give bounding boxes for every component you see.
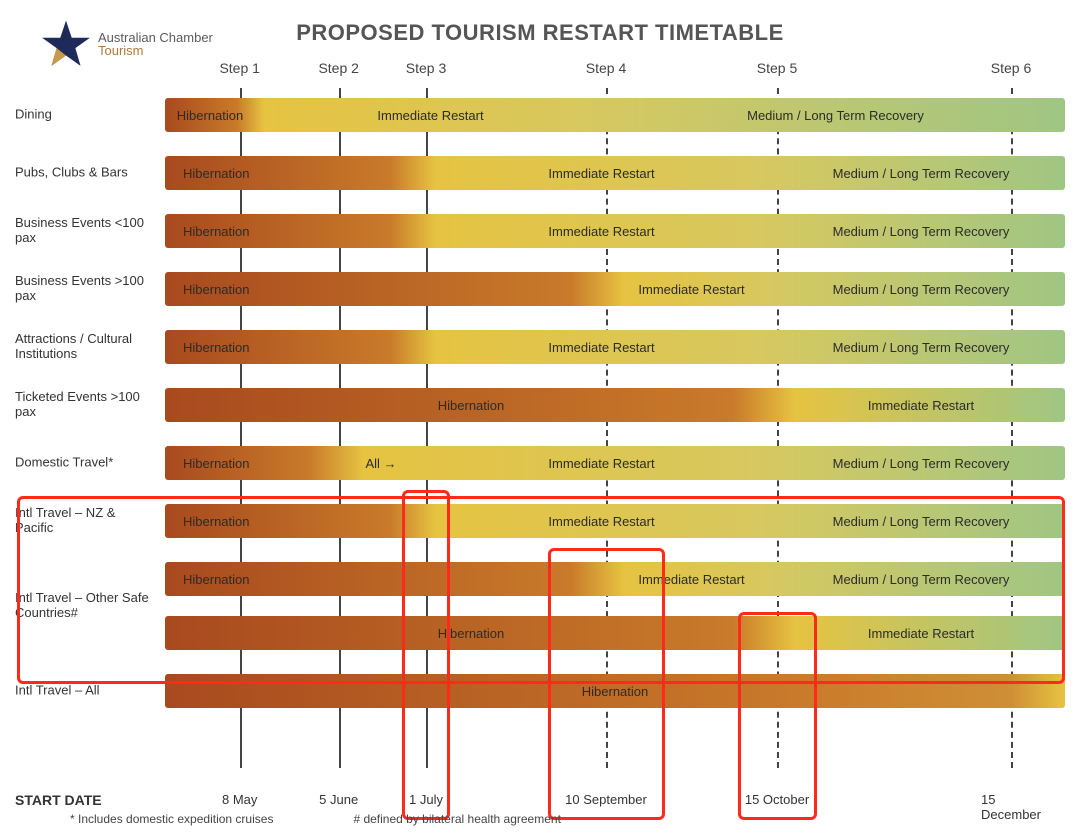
bar-segment-label: Hibernation xyxy=(165,504,426,538)
bar-segment-label: Immediate Restart xyxy=(777,616,1065,650)
row-label: Pubs, Clubs & Bars xyxy=(15,166,155,181)
bar-segment-label: Hibernation xyxy=(165,98,255,132)
bar-segment-label: Hibernation xyxy=(165,616,777,650)
row-label: Business Events >100 pax xyxy=(15,274,155,304)
start-date-heading: START DATE xyxy=(15,792,102,808)
footnotes: * Includes domestic expedition cruises #… xyxy=(70,812,561,826)
row-label: Ticketed Events >100 pax xyxy=(15,390,155,420)
row-label: Business Events <100 pax xyxy=(15,216,155,246)
bar-segment-label: Medium / Long Term Recovery xyxy=(777,156,1065,190)
timeline-bar: HibernationImmediate RestartMedium / Lon… xyxy=(165,330,1065,364)
date-label: 8 May xyxy=(222,792,257,807)
bar-segment-label: Medium / Long Term Recovery xyxy=(777,504,1065,538)
date-label: 1 July xyxy=(409,792,443,807)
bar-segment-label: Hibernation xyxy=(165,388,777,422)
bar-segment-label: Medium / Long Term Recovery xyxy=(777,214,1065,248)
timeline-bar: HibernationImmediate Restart xyxy=(165,388,1065,422)
step-label: Step 5 xyxy=(757,60,797,76)
bar-segment-label: Hibernation xyxy=(165,674,1065,708)
bar-segment-label: Immediate Restart xyxy=(606,272,777,306)
bar-segment-label: Immediate Restart xyxy=(426,156,777,190)
step-label: Step 2 xyxy=(318,60,358,76)
row-label: Intl Travel – Other Safe Countries# xyxy=(15,591,155,621)
step-label: Step 4 xyxy=(586,60,626,76)
bar-segment-label: Hibernation xyxy=(165,214,426,248)
bar-segment-label: Medium / Long Term Recovery xyxy=(606,98,1065,132)
bar-segment-label: Immediate Restart xyxy=(426,214,777,248)
timeline-bar: HibernationAll →Immediate RestartMedium … xyxy=(165,446,1065,480)
timeline-bar: HibernationImmediate RestartMedium / Lon… xyxy=(165,504,1065,538)
timeline-bar: HibernationImmediate RestartMedium / Lon… xyxy=(165,156,1065,190)
row-label: Intl Travel – All xyxy=(15,684,155,699)
date-label: 15 October xyxy=(745,792,809,807)
bar-segment-label: Medium / Long Term Recovery xyxy=(777,330,1065,364)
timeline-bar: HibernationImmediate RestartMedium / Lon… xyxy=(165,214,1065,248)
bar-segment-label: Immediate Restart xyxy=(777,388,1065,422)
bar-segment-label: Hibernation xyxy=(165,562,606,596)
footnote-a: * Includes domestic expedition cruises xyxy=(70,812,273,826)
timeline-bar: HibernationImmediate RestartMedium / Lon… xyxy=(165,562,1065,596)
row-label: Attractions / Cultural Institutions xyxy=(15,332,155,362)
page: Australian Chamber Tourism PROPOSED TOUR… xyxy=(0,0,1080,840)
date-label: 15 December xyxy=(981,792,1041,822)
step-label: Step 3 xyxy=(406,60,446,76)
bar-segment-label: Hibernation xyxy=(165,446,336,480)
bar-segment-label: Immediate Restart xyxy=(255,98,606,132)
bar-segment-label: Immediate Restart xyxy=(426,330,777,364)
row-label: Intl Travel – NZ & Pacific xyxy=(15,506,155,536)
row-label: Dining xyxy=(15,108,155,123)
date-label: 10 September xyxy=(565,792,647,807)
bar-segment-label: Hibernation xyxy=(165,330,426,364)
timeline-bar: HibernationImmediate RestartMedium / Lon… xyxy=(165,98,1065,132)
footnote-b: # defined by bilateral health agreement xyxy=(353,812,560,826)
step-label: Step 6 xyxy=(991,60,1031,76)
bar-segment-label: Immediate Restart xyxy=(426,504,777,538)
logo-line2: Tourism xyxy=(98,44,213,57)
step-label: Step 1 xyxy=(219,60,259,76)
bar-segment-label: Medium / Long Term Recovery xyxy=(777,562,1065,596)
timeline-bar: HibernationImmediate RestartMedium / Lon… xyxy=(165,272,1065,306)
bar-segment-label: Medium / Long Term Recovery xyxy=(777,446,1065,480)
star-icon xyxy=(40,18,92,70)
row-label: Domestic Travel* xyxy=(15,456,155,471)
bar-segment-label: Immediate Restart xyxy=(606,562,777,596)
bar-segment-label: Immediate Restart xyxy=(426,446,777,480)
bar-segment-label: All → xyxy=(336,446,426,480)
timeline-chart: Step 1Step 2Step 3Step 4Step 5Step 6 Din… xyxy=(165,60,1065,780)
timeline-bar: Hibernation xyxy=(165,674,1065,708)
bar-segment-label: Hibernation xyxy=(165,272,606,306)
bar-segment-label: Medium / Long Term Recovery xyxy=(777,272,1065,306)
date-label: 5 June xyxy=(319,792,358,807)
bar-segment-label: Hibernation xyxy=(165,156,426,190)
timeline-bar: HibernationImmediate Restart xyxy=(165,616,1065,650)
